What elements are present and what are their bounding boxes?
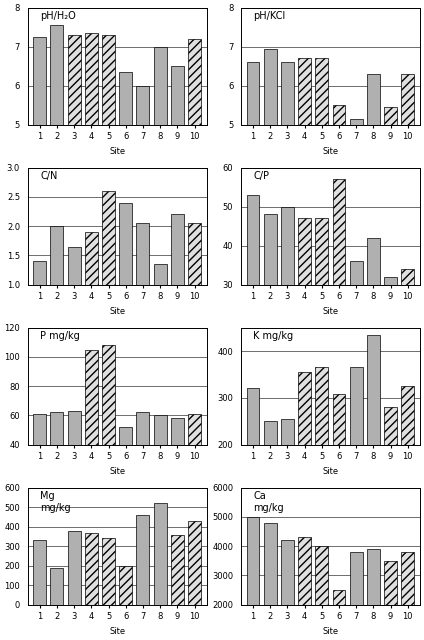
- Text: pH/H₂O: pH/H₂O: [40, 11, 76, 21]
- Bar: [246, 62, 259, 319]
- Bar: [332, 394, 346, 538]
- Bar: [281, 419, 294, 538]
- X-axis label: Site: Site: [322, 307, 338, 316]
- Bar: [367, 335, 380, 538]
- Bar: [402, 269, 414, 402]
- Bar: [188, 521, 201, 605]
- Bar: [188, 223, 201, 343]
- Text: K mg/kg: K mg/kg: [254, 331, 293, 341]
- Bar: [33, 37, 46, 319]
- Bar: [384, 277, 397, 402]
- Bar: [171, 214, 184, 343]
- Bar: [367, 549, 380, 640]
- Bar: [384, 407, 397, 538]
- Bar: [137, 515, 149, 605]
- Text: C/P: C/P: [254, 171, 269, 181]
- Bar: [281, 540, 294, 640]
- Bar: [68, 246, 81, 343]
- Bar: [281, 62, 294, 319]
- Bar: [332, 105, 346, 319]
- Bar: [350, 261, 363, 402]
- Bar: [315, 58, 328, 319]
- Bar: [367, 238, 380, 402]
- Bar: [246, 517, 259, 640]
- Bar: [33, 540, 46, 605]
- Bar: [153, 503, 167, 605]
- Bar: [281, 207, 294, 402]
- Bar: [119, 427, 132, 503]
- Bar: [332, 590, 346, 640]
- Bar: [188, 414, 201, 503]
- Bar: [402, 74, 414, 319]
- Bar: [264, 49, 276, 319]
- Bar: [33, 414, 46, 503]
- Bar: [137, 412, 149, 503]
- Bar: [102, 191, 115, 343]
- Bar: [102, 345, 115, 503]
- Bar: [315, 218, 328, 402]
- Bar: [85, 534, 98, 605]
- Bar: [264, 523, 276, 640]
- X-axis label: Site: Site: [322, 627, 338, 636]
- Bar: [298, 538, 311, 640]
- Bar: [119, 203, 132, 343]
- Bar: [315, 546, 328, 640]
- Bar: [171, 536, 184, 605]
- Text: pH/KCl: pH/KCl: [254, 11, 286, 21]
- Bar: [384, 107, 397, 319]
- Text: P mg/kg: P mg/kg: [40, 331, 80, 341]
- Bar: [384, 561, 397, 640]
- Bar: [367, 74, 380, 319]
- X-axis label: Site: Site: [322, 147, 338, 156]
- Bar: [350, 119, 363, 319]
- Bar: [68, 411, 81, 503]
- X-axis label: Site: Site: [109, 627, 125, 636]
- Bar: [246, 388, 259, 538]
- Bar: [50, 25, 63, 319]
- X-axis label: Site: Site: [109, 467, 125, 476]
- Bar: [33, 261, 46, 343]
- Bar: [350, 367, 363, 538]
- Bar: [85, 232, 98, 343]
- Bar: [264, 214, 276, 402]
- Bar: [68, 531, 81, 605]
- Bar: [171, 419, 184, 503]
- Bar: [102, 35, 115, 319]
- Bar: [298, 218, 311, 402]
- Bar: [102, 538, 115, 605]
- Bar: [315, 367, 328, 538]
- Bar: [264, 421, 276, 538]
- Bar: [298, 58, 311, 319]
- Bar: [153, 47, 167, 319]
- Bar: [332, 179, 346, 402]
- Text: Ca
mg/kg: Ca mg/kg: [254, 491, 284, 513]
- Bar: [402, 552, 414, 640]
- Bar: [171, 66, 184, 319]
- Bar: [50, 568, 63, 605]
- Bar: [85, 349, 98, 503]
- Bar: [137, 223, 149, 343]
- X-axis label: Site: Site: [109, 147, 125, 156]
- Bar: [68, 35, 81, 319]
- Bar: [153, 415, 167, 503]
- Bar: [246, 195, 259, 402]
- Bar: [350, 552, 363, 640]
- Text: Mg
mg/kg: Mg mg/kg: [40, 491, 71, 513]
- Bar: [50, 412, 63, 503]
- X-axis label: Site: Site: [322, 467, 338, 476]
- Bar: [153, 264, 167, 343]
- Text: C/N: C/N: [40, 171, 58, 181]
- Bar: [188, 39, 201, 319]
- Bar: [50, 226, 63, 343]
- Bar: [402, 386, 414, 538]
- Bar: [119, 566, 132, 605]
- X-axis label: Site: Site: [109, 307, 125, 316]
- Bar: [137, 86, 149, 319]
- Bar: [85, 33, 98, 319]
- Bar: [298, 372, 311, 538]
- Bar: [119, 72, 132, 319]
